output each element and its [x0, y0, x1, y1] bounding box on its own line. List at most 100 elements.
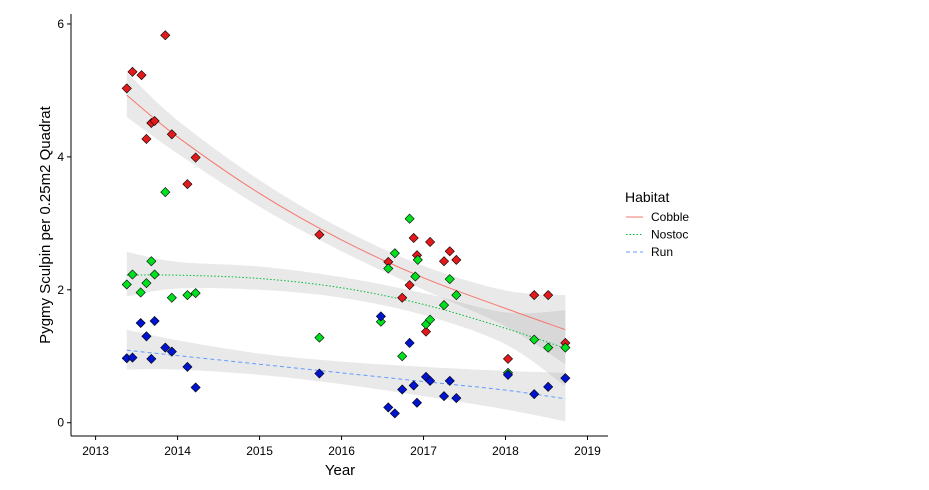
x-tick-label: 2014 — [164, 444, 191, 458]
point-run — [127, 352, 138, 363]
point-cobble — [182, 179, 193, 190]
trend-line-nostoc — [126, 274, 566, 349]
y-tick-label: 0 — [57, 416, 64, 430]
point-run — [444, 375, 455, 386]
point-cobble — [444, 246, 455, 257]
y-ticks: 0 2 4 6 — [57, 17, 71, 430]
point-nostoc — [410, 271, 421, 282]
point-cobble — [397, 292, 408, 303]
point-cobble — [136, 70, 147, 81]
point-run — [411, 397, 423, 408]
point-nostoc — [529, 334, 540, 345]
legend-label-run: Run — [651, 245, 673, 259]
point-run — [383, 402, 394, 413]
point-nostoc — [425, 314, 436, 325]
point-cobble — [420, 326, 432, 337]
data-points — [121, 30, 571, 419]
point-cobble — [543, 290, 554, 301]
point-nostoc — [182, 290, 193, 301]
point-run — [141, 331, 152, 342]
point-run — [397, 384, 408, 395]
point-nostoc — [404, 213, 415, 224]
point-nostoc — [439, 300, 450, 311]
point-nostoc — [397, 351, 408, 362]
x-tick-label: 2019 — [574, 444, 601, 458]
point-nostoc — [141, 278, 152, 289]
legend: Habitat Cobble Nostoc Run — [625, 189, 689, 259]
confidence-bands — [126, 72, 566, 422]
point-run — [182, 361, 193, 372]
point-nostoc — [389, 248, 400, 259]
point-run — [166, 346, 177, 357]
band-run — [126, 329, 566, 422]
point-run — [190, 382, 201, 393]
point-nostoc — [412, 254, 423, 265]
y-tick-label: 2 — [57, 283, 64, 297]
point-cobble — [451, 254, 462, 265]
point-cobble — [190, 152, 201, 163]
point-cobble — [314, 229, 325, 240]
point-run — [146, 353, 157, 364]
point-nostoc — [444, 274, 455, 285]
point-nostoc — [314, 332, 325, 343]
point-run — [149, 316, 160, 327]
point-nostoc — [451, 290, 462, 301]
point-cobble — [149, 115, 160, 127]
point-cobble — [425, 236, 436, 247]
y-tick-label: 6 — [57, 17, 64, 31]
point-cobble — [408, 232, 419, 243]
point-cobble — [502, 353, 514, 364]
x-tick-label: 2015 — [246, 444, 273, 458]
trend-lines — [126, 94, 566, 400]
point-run — [451, 393, 462, 404]
point-nostoc — [127, 269, 138, 280]
x-tick-label: 2013 — [82, 444, 109, 458]
point-run — [560, 373, 571, 384]
point-run — [160, 342, 171, 353]
point-run — [408, 380, 419, 391]
point-run — [375, 311, 386, 322]
x-tick-label: 2018 — [492, 444, 519, 458]
trend-line-run — [126, 349, 566, 400]
y-axis-title: Pygmy Sculpin per 0.25m2 Quadrat — [37, 105, 54, 343]
point-cobble — [404, 280, 415, 291]
point-nostoc — [543, 342, 554, 353]
point-nostoc — [146, 256, 157, 267]
x-tick-label: 2017 — [410, 444, 437, 458]
point-run — [425, 375, 436, 386]
point-run — [502, 369, 514, 380]
point-run — [404, 337, 415, 348]
point-nostoc — [160, 187, 171, 198]
trend-line-cobble — [126, 94, 566, 331]
point-nostoc — [149, 269, 160, 280]
point-nostoc — [560, 342, 571, 353]
legend-label-cobble: Cobble — [651, 210, 689, 224]
point-cobble — [166, 129, 177, 140]
point-run — [529, 389, 540, 400]
point-run — [314, 368, 325, 379]
x-tick-label: 2016 — [328, 444, 355, 458]
point-cobble — [141, 133, 152, 144]
point-nostoc — [190, 288, 201, 299]
point-run — [389, 408, 400, 419]
x-axis-title: Year — [325, 462, 355, 479]
point-cobble — [160, 30, 171, 41]
point-nostoc — [121, 279, 132, 290]
legend-title: Habitat — [625, 189, 669, 205]
point-cobble — [127, 66, 138, 77]
point-run — [543, 381, 554, 392]
axes — [70, 14, 608, 437]
point-nostoc — [375, 316, 386, 327]
point-nostoc — [135, 287, 146, 298]
point-run — [439, 391, 450, 402]
point-cobble — [121, 83, 132, 94]
legend-label-nostoc: Nostoc — [651, 228, 688, 242]
band-nostoc — [126, 251, 566, 387]
point-nostoc — [383, 263, 394, 274]
y-tick-label: 4 — [57, 150, 64, 164]
point-nostoc — [166, 292, 177, 303]
x-ticks: 2013 2014 2015 2016 2017 2018 2019 — [82, 436, 601, 458]
point-cobble — [529, 290, 540, 301]
point-cobble — [439, 256, 450, 267]
